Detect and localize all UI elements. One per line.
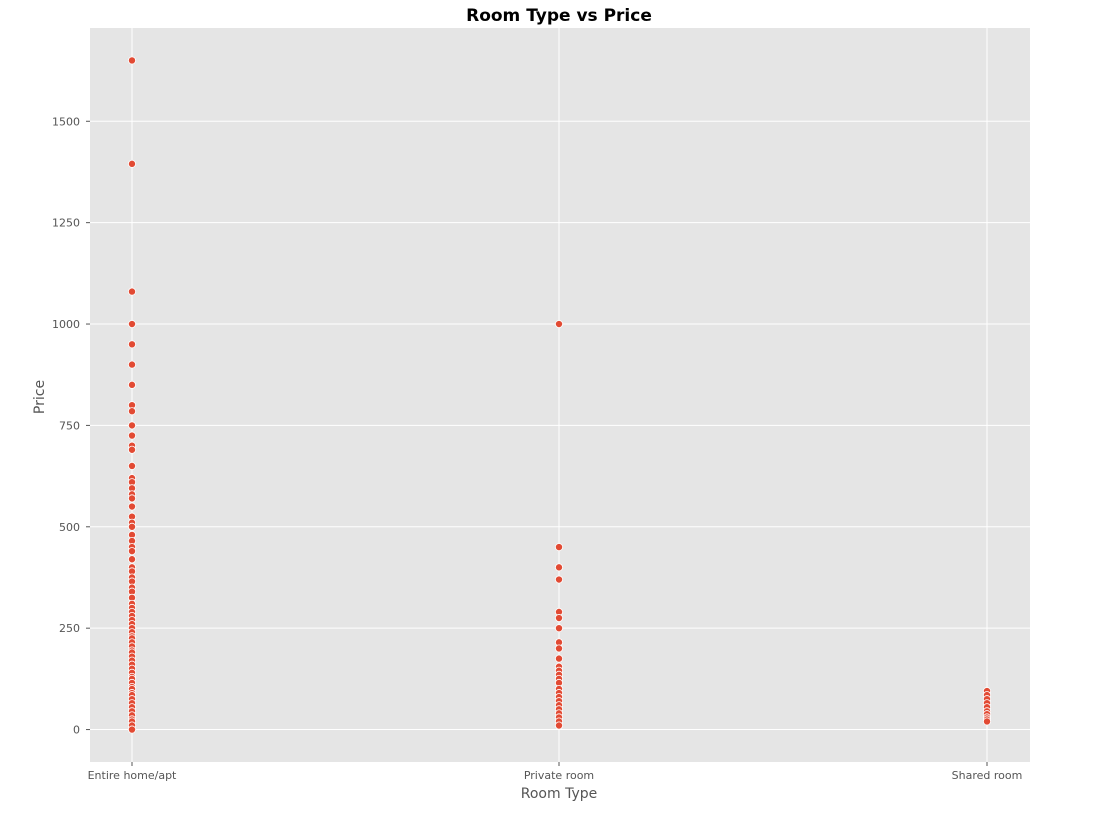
data-point bbox=[127, 407, 136, 416]
data-point bbox=[127, 431, 136, 440]
y-tick-label: 0 bbox=[73, 724, 80, 737]
data-point bbox=[127, 445, 136, 454]
y-tick-label: 1500 bbox=[52, 115, 80, 128]
data-point bbox=[127, 547, 136, 556]
y-tick-label: 250 bbox=[59, 622, 80, 635]
data-point bbox=[555, 575, 564, 584]
x-tick-label: Private room bbox=[524, 769, 594, 782]
data-point bbox=[983, 717, 992, 726]
y-tick-labels: 0 250 500 750 1000 1250 1500 bbox=[52, 115, 90, 737]
x-tick-label: Shared room bbox=[952, 769, 1023, 782]
data-point bbox=[127, 421, 136, 430]
data-point bbox=[127, 522, 136, 531]
chart-title: Room Type vs Price bbox=[466, 6, 652, 26]
data-point bbox=[555, 654, 564, 663]
y-axis-label: Price bbox=[32, 380, 48, 414]
data-point bbox=[127, 56, 136, 65]
data-point bbox=[127, 340, 136, 349]
y-tick-label: 500 bbox=[59, 521, 80, 534]
data-point bbox=[127, 461, 136, 470]
data-point bbox=[127, 725, 136, 734]
x-axis-label: Room Type bbox=[521, 786, 597, 802]
data-point bbox=[127, 494, 136, 503]
data-point bbox=[127, 380, 136, 389]
data-point bbox=[555, 563, 564, 572]
data-point bbox=[127, 502, 136, 511]
data-point bbox=[127, 555, 136, 564]
data-point bbox=[555, 614, 564, 623]
data-point bbox=[127, 159, 136, 168]
y-tick-label: 750 bbox=[59, 419, 80, 432]
data-point bbox=[555, 543, 564, 552]
data-point bbox=[555, 320, 564, 329]
y-tick-label: 1250 bbox=[52, 217, 80, 230]
data-point bbox=[555, 721, 564, 730]
data-point bbox=[127, 360, 136, 369]
data-point bbox=[127, 287, 136, 296]
data-point bbox=[127, 320, 136, 329]
data-point bbox=[555, 624, 564, 633]
x-tick-label: Entire home/apt bbox=[88, 769, 177, 782]
y-tick-label: 1000 bbox=[52, 318, 80, 331]
data-point bbox=[555, 644, 564, 653]
x-tick-labels: Entire home/apt Private room Shared room bbox=[88, 762, 1023, 782]
data-points bbox=[127, 56, 992, 734]
